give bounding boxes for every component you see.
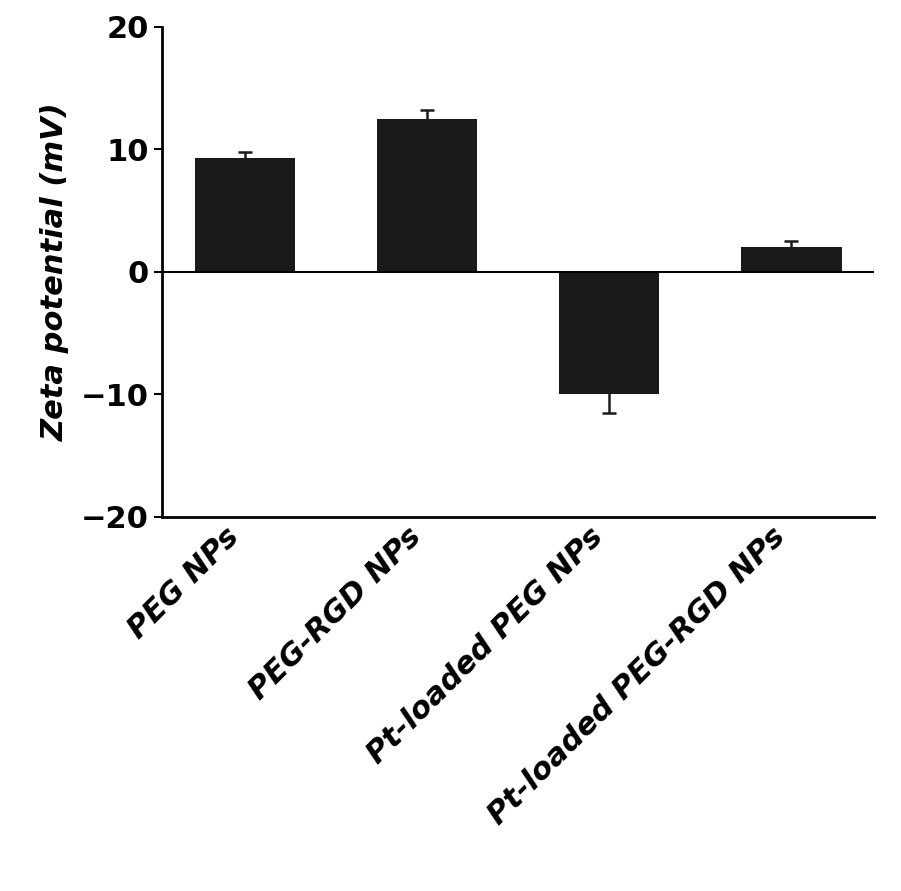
- Y-axis label: Zeta potential (mV): Zeta potential (mV): [41, 102, 70, 441]
- Bar: [195, 158, 295, 272]
- Bar: [560, 272, 660, 395]
- Bar: [742, 247, 842, 272]
- Bar: [377, 119, 477, 272]
